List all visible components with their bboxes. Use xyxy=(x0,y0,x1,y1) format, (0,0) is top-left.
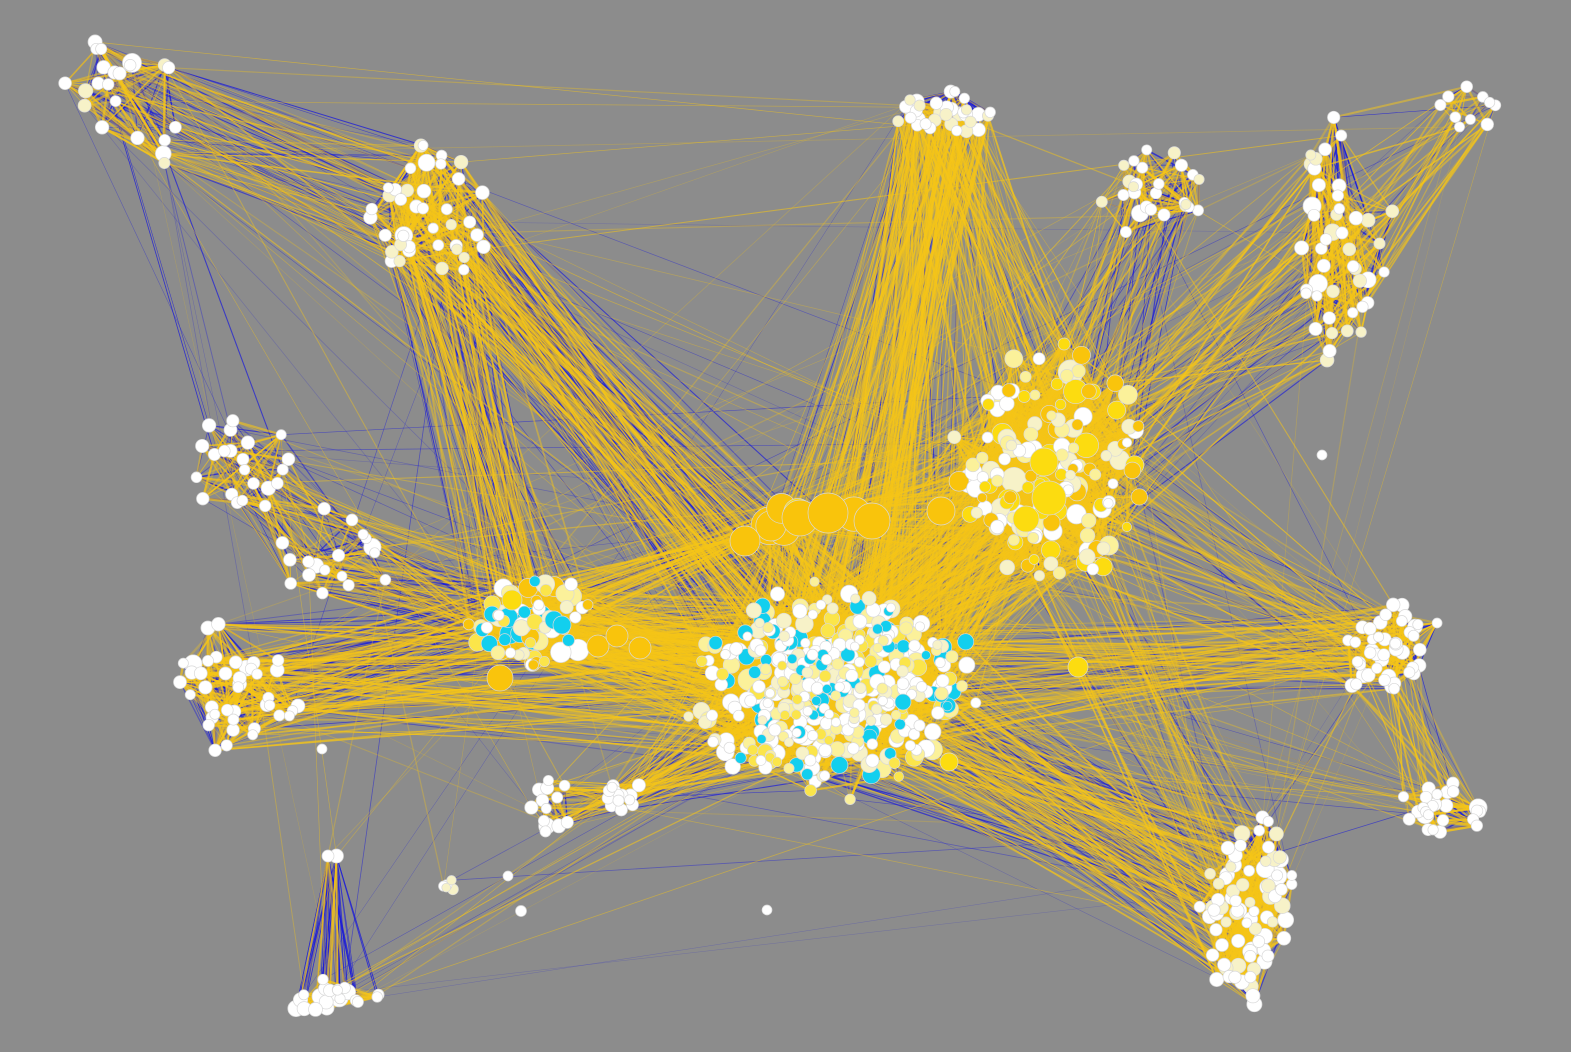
graph-edge xyxy=(190,694,216,751)
graph-edge xyxy=(85,90,164,155)
graph-edge xyxy=(1418,622,1438,666)
graph-edge xyxy=(101,62,133,128)
graph-edge xyxy=(289,546,373,561)
graph-edge xyxy=(1324,149,1369,221)
graph-edge xyxy=(224,450,233,495)
